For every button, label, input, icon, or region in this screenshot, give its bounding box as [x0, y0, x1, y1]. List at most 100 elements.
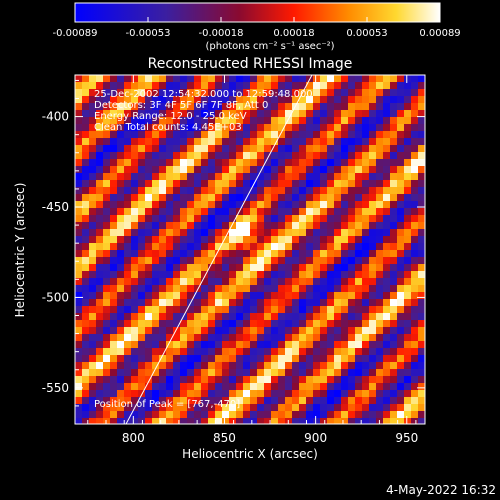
heatmap-cell: [404, 306, 411, 313]
heatmap-cell: [159, 173, 166, 180]
heatmap-cell: [397, 376, 404, 383]
heatmap-cell: [215, 152, 222, 159]
heatmap-cell: [89, 194, 96, 201]
heatmap-cell: [96, 201, 103, 208]
heatmap-cell: [411, 222, 418, 229]
heatmap-cell: [159, 124, 166, 131]
heatmap-cell: [159, 404, 166, 411]
heatmap-cell: [89, 89, 96, 96]
heatmap-cell: [341, 271, 348, 278]
heatmap-cell: [411, 271, 418, 278]
heatmap-cell: [376, 362, 383, 369]
heatmap-cell: [271, 271, 278, 278]
heatmap-cell: [82, 159, 89, 166]
heatmap-cell: [222, 236, 229, 243]
heatmap-cell: [348, 369, 355, 376]
heatmap-cell: [138, 334, 145, 341]
heatmap-cell: [348, 215, 355, 222]
heatmap-cell: [362, 397, 369, 404]
heatmap-cell: [418, 138, 425, 145]
heatmap-cell: [411, 327, 418, 334]
heatmap-cell: [306, 397, 313, 404]
heatmap-cell: [348, 285, 355, 292]
heatmap-cell: [159, 250, 166, 257]
heatmap-cell: [208, 117, 215, 124]
heatmap-cell: [334, 404, 341, 411]
heatmap-cell: [341, 320, 348, 327]
heatmap-cell: [341, 306, 348, 313]
heatmap-cell: [131, 341, 138, 348]
heatmap-cell: [194, 250, 201, 257]
heatmap-cell: [285, 243, 292, 250]
heatmap-cell: [299, 229, 306, 236]
heatmap-cell: [264, 334, 271, 341]
heatmap-cell: [327, 110, 334, 117]
heatmap-cell: [103, 243, 110, 250]
heatmap-cell: [187, 201, 194, 208]
heatmap-cell: [187, 145, 194, 152]
heatmap-cell: [418, 327, 425, 334]
heatmap-cell: [236, 96, 243, 103]
heatmap-cell: [362, 243, 369, 250]
heatmap-cell: [348, 299, 355, 306]
heatmap-cell: [110, 215, 117, 222]
heatmap-cell: [313, 257, 320, 264]
heatmap-cell: [138, 159, 145, 166]
heatmap-cell: [166, 96, 173, 103]
heatmap-cell: [418, 285, 425, 292]
heatmap-cell: [201, 397, 208, 404]
heatmap-cell: [257, 278, 264, 285]
heatmap-cell: [229, 222, 236, 229]
heatmap-cell: [264, 390, 271, 397]
heatmap-cell: [327, 166, 334, 173]
heatmap-cell: [411, 369, 418, 376]
heatmap-cell: [110, 334, 117, 341]
heatmap-cell: [131, 75, 138, 82]
heatmap-cell: [390, 348, 397, 355]
heatmap-cell: [278, 411, 285, 418]
heatmap-cell: [334, 257, 341, 264]
heatmap-cell: [411, 306, 418, 313]
heatmap-cell: [145, 355, 152, 362]
heatmap-cell: [208, 145, 215, 152]
heatmap-cell: [271, 145, 278, 152]
heatmap-cell: [355, 355, 362, 362]
heatmap-cell: [201, 110, 208, 117]
heatmap-cell: [138, 82, 145, 89]
heatmap-cell: [117, 166, 124, 173]
heatmap-cell: [201, 257, 208, 264]
heatmap-cell: [404, 397, 411, 404]
heatmap-cell: [285, 355, 292, 362]
heatmap-cell: [271, 215, 278, 222]
heatmap-cell: [131, 243, 138, 250]
heatmap-cell: [159, 138, 166, 145]
heatmap-cell: [355, 313, 362, 320]
heatmap-cell: [397, 173, 404, 180]
heatmap-cell: [187, 173, 194, 180]
heatmap-cell: [117, 236, 124, 243]
heatmap-cell: [152, 75, 159, 82]
heatmap-cell: [306, 334, 313, 341]
heatmap-cell: [208, 390, 215, 397]
heatmap-cell: [341, 327, 348, 334]
heatmap-cell: [166, 320, 173, 327]
heatmap-cell: [404, 124, 411, 131]
heatmap-cell: [243, 299, 250, 306]
heatmap-cell: [250, 173, 257, 180]
heatmap-cell: [362, 369, 369, 376]
heatmap-cell: [299, 201, 306, 208]
heatmap-cell: [348, 334, 355, 341]
heatmap-cell: [250, 82, 257, 89]
heatmap-cell: [404, 166, 411, 173]
heatmap-cell: [82, 404, 89, 411]
heatmap-cell: [243, 82, 250, 89]
heatmap-cell: [138, 152, 145, 159]
heatmap-cell: [257, 173, 264, 180]
heatmap-cell: [166, 103, 173, 110]
heatmap-cell: [159, 96, 166, 103]
heatmap-cell: [397, 285, 404, 292]
heatmap-cell: [152, 285, 159, 292]
heatmap-cell: [131, 278, 138, 285]
heatmap-cell: [117, 299, 124, 306]
heatmap-cell: [285, 334, 292, 341]
